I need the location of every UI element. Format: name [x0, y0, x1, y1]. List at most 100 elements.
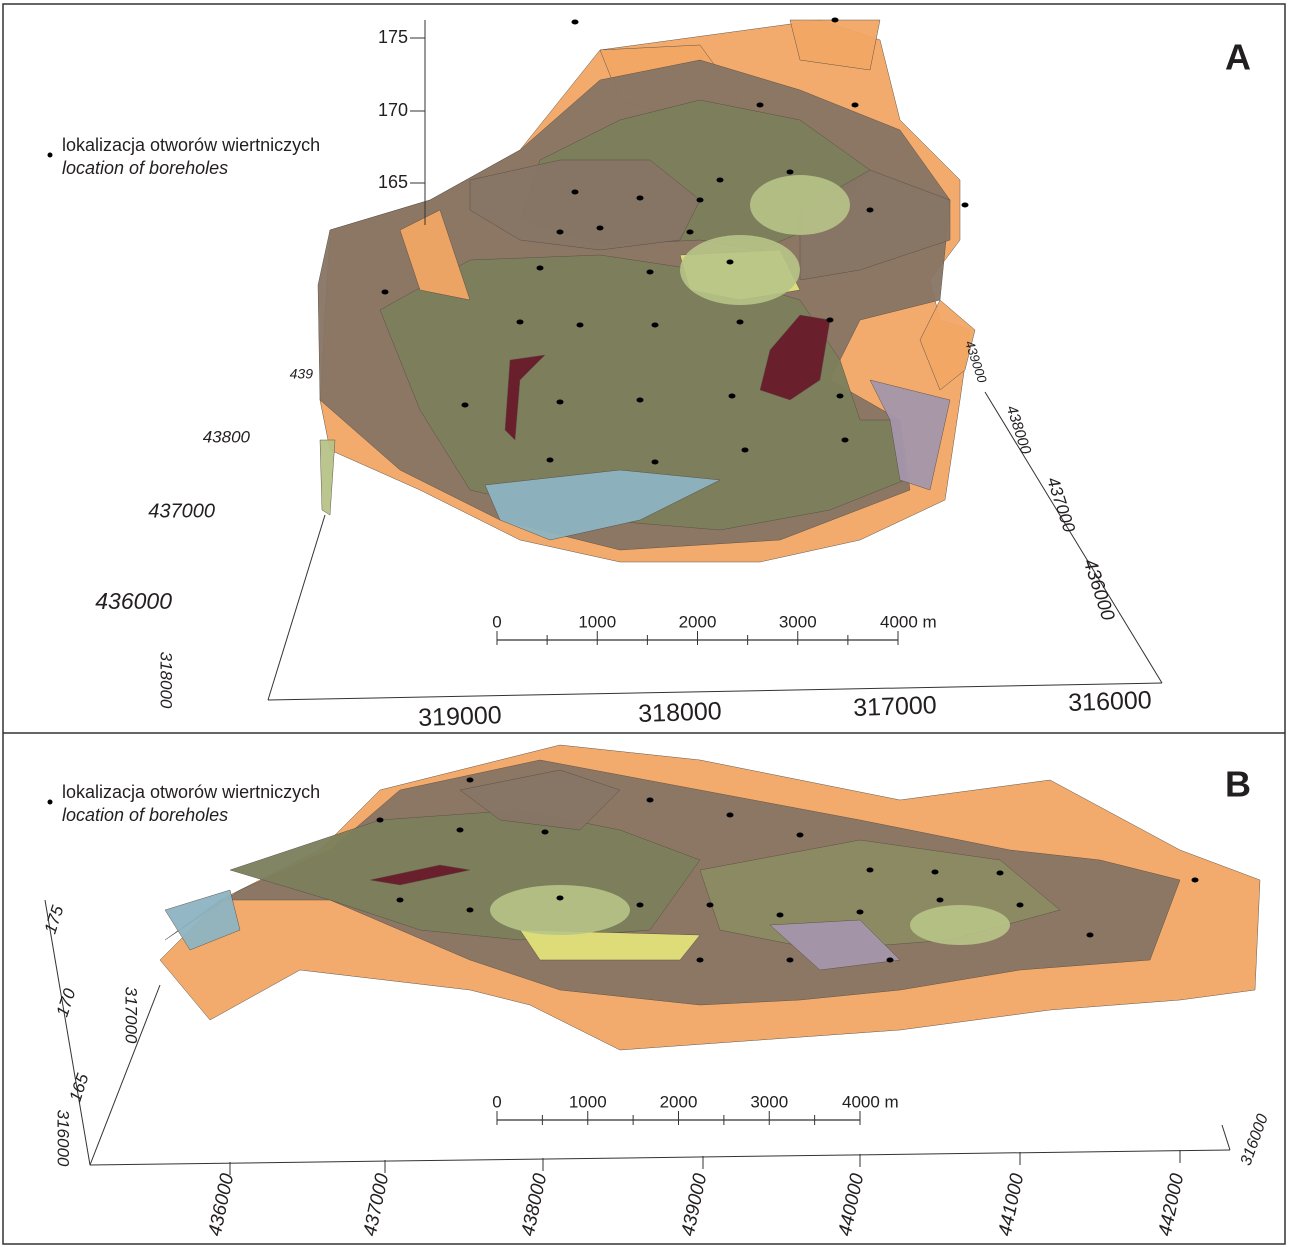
- borehole: [727, 813, 734, 818]
- borehole: [537, 266, 544, 271]
- borehole: [572, 190, 579, 195]
- borehole: [832, 18, 839, 23]
- borehole: [757, 103, 764, 108]
- axis-label: 437000: [148, 500, 215, 522]
- borehole: [462, 403, 469, 408]
- borehole: [717, 178, 724, 183]
- scale-label: 3000: [750, 1092, 788, 1111]
- borehole: [572, 20, 579, 25]
- borehole: [382, 290, 389, 295]
- borehole: [852, 103, 859, 108]
- legend-label: location of boreholes: [62, 805, 228, 825]
- borehole: [557, 896, 564, 901]
- axis-label: 317000: [853, 691, 937, 722]
- model-surface: [490, 885, 630, 935]
- scale-label: 4000 m: [880, 612, 937, 631]
- axis-label: 436000: [205, 1171, 239, 1238]
- scale-label: 2000: [660, 1092, 698, 1111]
- axis-label: 439000: [678, 1171, 712, 1238]
- borehole: [997, 871, 1004, 876]
- axis-label: 316000: [1068, 686, 1152, 717]
- axis-label: 319000: [418, 701, 502, 732]
- borehole: [787, 170, 794, 175]
- borehole: [729, 394, 736, 399]
- axis-label: 316000: [1238, 1112, 1272, 1168]
- scale-label: 0: [492, 612, 501, 631]
- axis-line: [90, 1150, 1230, 1165]
- borehole: [737, 320, 744, 325]
- borehole: [797, 833, 804, 838]
- axis-label: 175: [41, 903, 68, 936]
- axis-label: 318000: [157, 652, 176, 709]
- axis-line: [268, 515, 325, 700]
- borehole: [577, 323, 584, 328]
- borehole: [687, 230, 694, 235]
- borehole: [742, 448, 749, 453]
- borehole: [887, 958, 894, 963]
- borehole: [467, 778, 474, 783]
- scale-label: 1000: [569, 1092, 607, 1111]
- axis-label: 436000: [1079, 556, 1119, 623]
- borehole: [1017, 903, 1024, 908]
- borehole: [637, 903, 644, 908]
- axis-label: 170: [53, 986, 80, 1019]
- borehole: [1087, 933, 1094, 938]
- borehole: [547, 458, 554, 463]
- panel-label: B: [1225, 764, 1251, 805]
- borehole: [867, 208, 874, 213]
- axis-label: 316000: [54, 1110, 73, 1167]
- axis-label: 438000: [518, 1171, 552, 1238]
- axis-label: 318000: [638, 697, 722, 728]
- borehole: [637, 398, 644, 403]
- borehole: [827, 318, 834, 323]
- borehole: [857, 910, 864, 915]
- axis-label: 437000: [360, 1171, 394, 1238]
- scale-label: 1000: [578, 612, 616, 631]
- scale-label: 3000: [779, 612, 817, 631]
- borehole: [457, 828, 464, 833]
- axis-label: 442000: [1155, 1171, 1189, 1238]
- axis-line: [1222, 1125, 1230, 1150]
- axis-label: 317000: [122, 987, 141, 1044]
- borehole: [727, 260, 734, 265]
- legend-marker: [48, 800, 53, 805]
- legend-marker: [48, 153, 53, 158]
- borehole: [637, 196, 644, 201]
- borehole: [557, 400, 564, 405]
- borehole: [842, 438, 849, 443]
- axis-label: 441000: [995, 1171, 1029, 1238]
- model-surface: [680, 235, 800, 305]
- model-surface: [320, 440, 335, 515]
- borehole: [557, 230, 564, 235]
- legend-label: lokalizacja otworów wiertniczych: [62, 135, 320, 155]
- borehole: [697, 958, 704, 963]
- borehole: [867, 868, 874, 873]
- borehole: [707, 903, 714, 908]
- borehole: [517, 320, 524, 325]
- axis-label: 438000: [1003, 403, 1035, 456]
- borehole: [467, 908, 474, 913]
- borehole: [777, 913, 784, 918]
- axis-label: 165: [66, 1071, 93, 1104]
- axis-label: 43800: [203, 427, 251, 446]
- scale-label: 2000: [679, 612, 717, 631]
- borehole: [377, 818, 384, 823]
- borehole: [697, 198, 704, 203]
- borehole: [652, 460, 659, 465]
- borehole: [962, 203, 969, 208]
- axis-label: 165: [378, 172, 408, 192]
- borehole: [787, 958, 794, 963]
- borehole: [542, 830, 549, 835]
- borehole: [1192, 878, 1199, 883]
- axis-label: 436000: [95, 588, 172, 614]
- borehole: [647, 270, 654, 275]
- legend-label: lokalizacja otworów wiertniczych: [62, 782, 320, 802]
- axis-label: 170: [378, 100, 408, 120]
- axis-label: 437000: [1043, 475, 1079, 535]
- borehole: [647, 798, 654, 803]
- figure: ABlokalizacja otworów wiertniczychlocati…: [0, 0, 1289, 1247]
- legend-label: location of boreholes: [62, 158, 228, 178]
- axis-label: 439: [290, 366, 314, 382]
- borehole: [652, 323, 659, 328]
- borehole: [397, 898, 404, 903]
